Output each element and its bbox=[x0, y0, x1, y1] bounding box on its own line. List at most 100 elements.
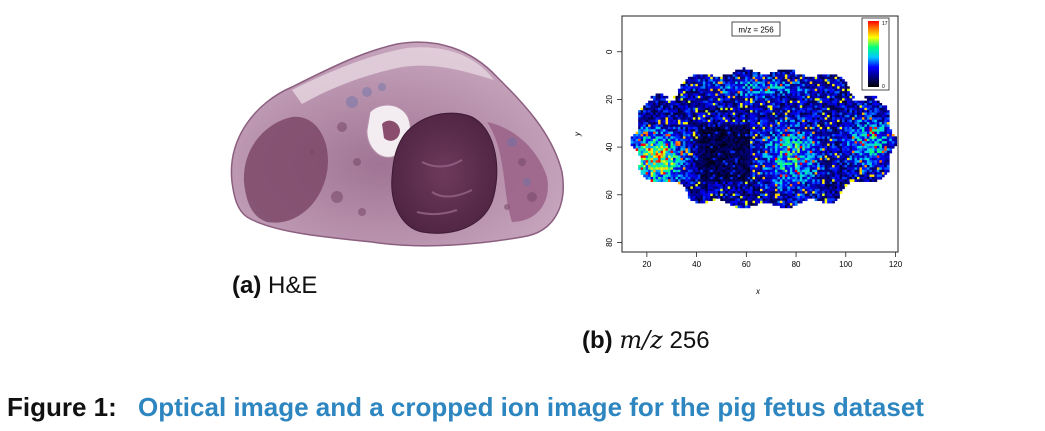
heatmap-cell bbox=[727, 174, 731, 178]
heatmap-cell bbox=[774, 119, 778, 123]
heatmap-cell bbox=[884, 124, 888, 128]
heatmap-cell bbox=[802, 126, 806, 130]
heatmap-cell bbox=[717, 179, 721, 182]
heatmap-cell bbox=[822, 126, 825, 130]
heatmap-cell bbox=[727, 145, 731, 149]
heatmap-cell bbox=[802, 162, 806, 166]
heatmap-cell bbox=[638, 110, 641, 113]
heatmap-cell bbox=[732, 131, 736, 135]
heatmap-cell bbox=[702, 119, 706, 123]
heatmap-cell bbox=[742, 91, 746, 94]
heatmap-cell bbox=[745, 153, 748, 156]
heatmap-cell bbox=[814, 141, 818, 144]
heatmap-cell bbox=[750, 184, 753, 187]
heatmap-cell bbox=[692, 164, 696, 168]
heatmap-cell bbox=[700, 162, 704, 166]
heatmap-cell bbox=[722, 174, 726, 178]
heatmap-cell bbox=[812, 112, 816, 116]
heatmap-cell bbox=[707, 83, 711, 87]
heatmap-cell bbox=[742, 162, 746, 166]
heatmap-cell bbox=[640, 143, 644, 147]
heatmap-cell bbox=[871, 160, 875, 163]
heatmap-cell bbox=[839, 129, 843, 132]
heatmap-cell bbox=[712, 88, 716, 92]
heatmap-cell bbox=[757, 110, 761, 113]
heatmap-cell bbox=[792, 119, 796, 123]
heatmap-cell bbox=[829, 188, 833, 192]
heatmap-cell bbox=[812, 141, 816, 144]
heatmap-cell bbox=[789, 167, 793, 171]
heatmap-cell bbox=[640, 112, 644, 116]
heatmap-cell bbox=[849, 131, 853, 135]
heatmap-cell bbox=[687, 174, 691, 178]
heatmap-cell bbox=[687, 98, 691, 101]
heatmap-cell bbox=[837, 174, 840, 178]
heatmap-cell bbox=[774, 95, 778, 99]
heatmap-cell bbox=[745, 176, 748, 180]
heatmap-cell bbox=[769, 136, 773, 140]
heatmap-cell bbox=[658, 157, 661, 161]
heatmap-cell bbox=[702, 107, 706, 111]
heatmap-cell bbox=[779, 98, 783, 101]
heatmap-cell bbox=[869, 131, 873, 135]
heatmap-cell bbox=[762, 83, 766, 87]
heatmap-cell bbox=[692, 172, 696, 175]
heatmap-cell bbox=[727, 129, 731, 132]
heatmap-cell bbox=[737, 186, 741, 190]
heatmap-cell bbox=[710, 114, 714, 118]
heatmap-cell bbox=[859, 174, 863, 178]
heatmap-cell bbox=[839, 181, 843, 185]
heatmap-cell bbox=[807, 148, 811, 151]
heatmap-cell bbox=[824, 193, 828, 197]
heatmap-cell bbox=[792, 193, 796, 197]
heatmap-cell bbox=[725, 143, 728, 147]
heatmap-cell bbox=[710, 138, 714, 142]
heatmap-cell bbox=[660, 122, 664, 125]
heatmap-cell bbox=[866, 164, 870, 168]
heatmap-cell bbox=[692, 155, 696, 159]
heatmap-cell bbox=[727, 186, 731, 190]
heatmap-cell bbox=[852, 131, 855, 135]
heatmap-cell bbox=[779, 172, 783, 175]
heatmap-cell bbox=[717, 148, 721, 151]
heatmap-cell bbox=[792, 181, 796, 185]
heatmap-cell bbox=[866, 150, 870, 154]
heatmap-cell bbox=[794, 155, 798, 159]
heatmap-cell bbox=[735, 176, 738, 180]
heatmap-cell bbox=[740, 188, 743, 192]
heatmap-cell bbox=[715, 126, 719, 130]
heatmap-cell bbox=[670, 136, 674, 140]
heatmap-cell bbox=[742, 198, 746, 202]
heatmap-cell bbox=[715, 112, 719, 116]
heatmap-cell bbox=[745, 98, 748, 101]
heatmap-cell bbox=[852, 105, 855, 109]
heatmap-cell bbox=[802, 95, 806, 99]
heatmap-cell bbox=[809, 76, 813, 80]
heatmap-cell bbox=[672, 131, 676, 135]
heatmap-cell bbox=[802, 176, 806, 180]
heatmap-cell bbox=[687, 138, 691, 142]
heatmap-cell bbox=[760, 100, 763, 104]
heatmap-cell bbox=[732, 107, 736, 111]
heatmap-cell bbox=[837, 172, 840, 175]
heatmap-cell bbox=[747, 148, 751, 151]
heatmap-cell bbox=[827, 155, 830, 159]
heatmap-cell bbox=[695, 138, 699, 142]
heatmap-cell bbox=[804, 105, 808, 109]
heatmap-cell bbox=[782, 162, 786, 166]
heatmap-cell bbox=[789, 174, 793, 178]
heatmap-cell bbox=[687, 176, 691, 180]
heatmap-cell bbox=[747, 103, 751, 106]
heatmap-cell bbox=[842, 100, 845, 104]
heatmap-cell bbox=[687, 110, 691, 113]
heatmap-cell bbox=[794, 110, 798, 113]
heatmap-cell bbox=[802, 143, 806, 147]
heatmap-cell bbox=[794, 141, 798, 144]
heatmap-cell bbox=[814, 93, 818, 97]
heatmap-cell bbox=[814, 167, 818, 171]
heatmap-cell bbox=[720, 95, 724, 99]
heatmap-cell bbox=[789, 143, 793, 147]
heatmap-cell bbox=[807, 169, 811, 173]
heatmap-cell bbox=[787, 131, 791, 135]
heatmap-cell bbox=[837, 145, 840, 149]
